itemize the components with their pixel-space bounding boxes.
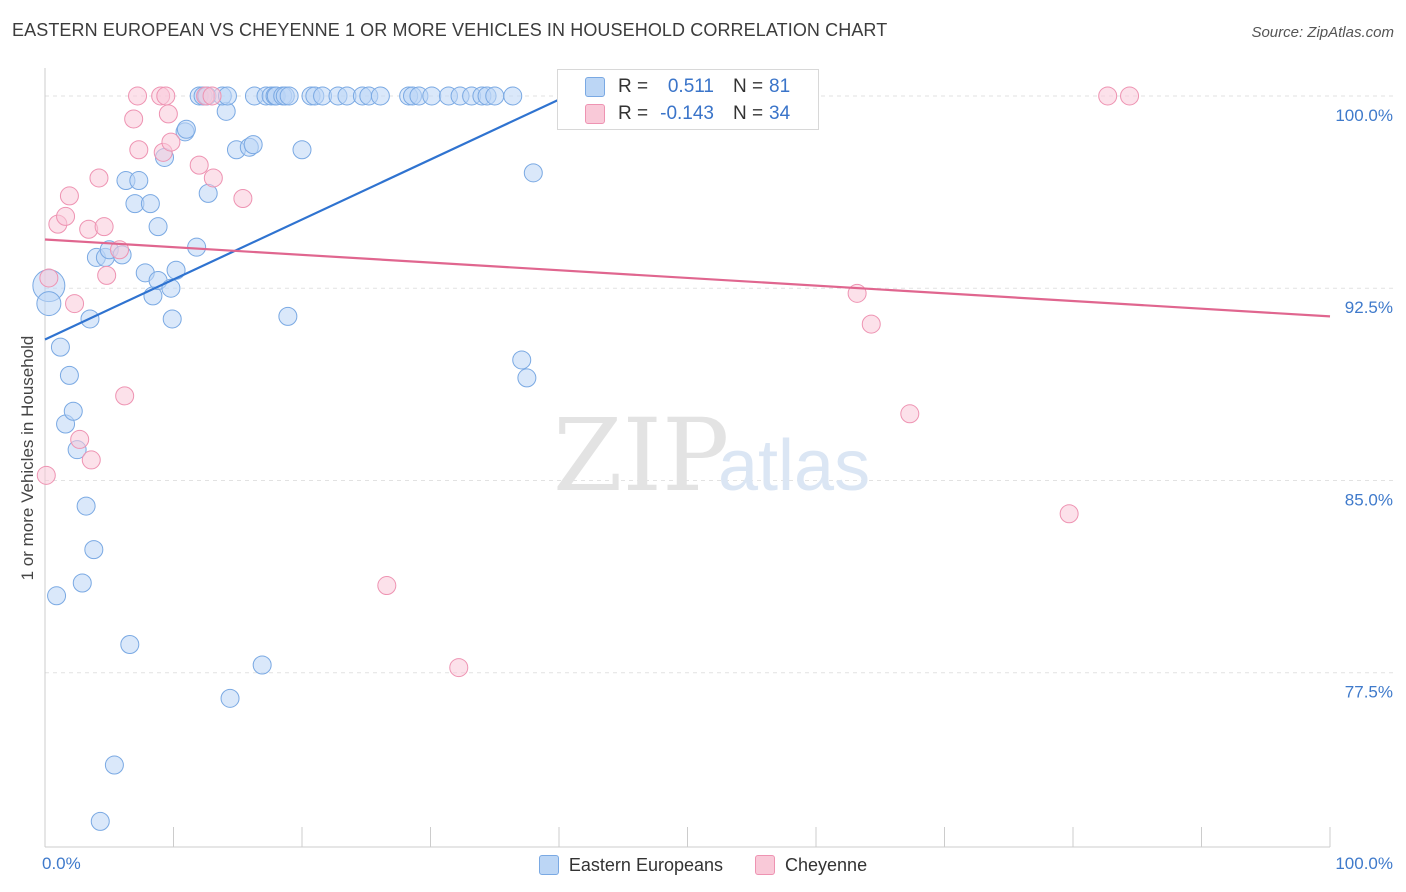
data-point xyxy=(94,217,114,237)
data-point xyxy=(900,404,920,424)
r-value: -0.143 xyxy=(660,103,714,124)
data-point xyxy=(512,350,532,370)
watermark-zip: ZIP xyxy=(553,397,729,514)
data-point xyxy=(279,86,299,106)
data-point xyxy=(65,294,85,314)
stat-row-eastern-europeans: R = 0.511 N = 81 xyxy=(558,74,820,100)
data-point xyxy=(70,429,90,449)
data-point xyxy=(97,265,117,285)
y-tick-label: 85.0% xyxy=(1345,490,1393,509)
data-point xyxy=(278,306,298,326)
stat-row-cheyenne: R = -0.143 N = 34 xyxy=(558,101,820,127)
grid-layer xyxy=(45,95,1394,674)
stat-swatch-blue xyxy=(585,77,605,97)
r-label: R = xyxy=(618,76,649,97)
data-point xyxy=(128,86,148,106)
legend-item-eastern-europeans[interactable]: Eastern Europeans xyxy=(538,854,724,876)
data-point xyxy=(176,119,196,139)
data-point xyxy=(36,465,56,485)
data-point xyxy=(189,155,209,175)
data-point xyxy=(50,337,70,357)
points-layer xyxy=(32,86,1140,831)
chart-title: EASTERN EUROPEAN VS CHEYENNE 1 OR MORE V… xyxy=(12,20,888,40)
data-point xyxy=(129,140,149,160)
data-point xyxy=(81,450,101,470)
trend-line-cheyenne xyxy=(44,238,1331,318)
data-point xyxy=(861,314,881,334)
correlation-stats-box: R = 0.511 N = 81 R = -0.143 N = 34 xyxy=(557,69,819,130)
legend-item-cheyenne[interactable]: Cheyenne xyxy=(755,855,867,876)
legend-label: Cheyenne xyxy=(785,854,868,875)
x-tick-label-min: 0.0% xyxy=(42,854,81,873)
x-tick-label-max: 100.0% xyxy=(1335,854,1393,873)
data-point xyxy=(485,86,505,106)
data-point xyxy=(233,188,253,208)
data-point xyxy=(124,109,144,129)
axis-layer xyxy=(44,68,1331,848)
data-point xyxy=(252,655,272,675)
data-point xyxy=(148,217,168,237)
data-point xyxy=(158,104,178,124)
chart-legend: Eastern Europeans Cheyenne xyxy=(0,851,1406,879)
y-tick-label: 92.5% xyxy=(1345,298,1393,317)
watermark-atlas: atlas xyxy=(718,426,870,506)
legend-label: Eastern Europeans xyxy=(568,854,724,875)
data-point xyxy=(59,365,79,385)
data-point xyxy=(90,811,110,831)
n-label: N = xyxy=(733,76,764,97)
stat-swatch-pink xyxy=(585,104,605,124)
legend-swatch-blue xyxy=(538,855,559,875)
data-point xyxy=(36,291,62,317)
r-value: 0.511 xyxy=(667,76,714,97)
data-point xyxy=(120,634,140,654)
data-point xyxy=(1098,86,1118,106)
data-point xyxy=(59,186,79,206)
data-point xyxy=(140,194,160,214)
data-point xyxy=(39,268,59,288)
data-point xyxy=(89,168,109,188)
data-point xyxy=(449,658,469,678)
trend-layer xyxy=(44,94,1331,341)
source-credit: Source: ZipAtlas.com xyxy=(1251,24,1394,41)
tick-label-layer: 100.0% 92.5% 85.0% 77.5% 0.0% 100.0% xyxy=(42,106,1393,873)
y-tick-label: 100.0% xyxy=(1335,106,1393,125)
data-point xyxy=(156,86,176,106)
data-point xyxy=(517,368,537,388)
data-point xyxy=(523,163,543,183)
r-label: R = xyxy=(618,103,649,124)
series-cheyenne xyxy=(36,86,1140,678)
y-axis-label: 1 or more Vehicles in Household xyxy=(18,335,37,581)
data-point xyxy=(104,755,124,775)
data-point xyxy=(56,206,76,226)
trend-line-eastern-europeans xyxy=(44,94,568,341)
data-point xyxy=(47,586,67,606)
data-point xyxy=(220,688,240,708)
data-point xyxy=(84,540,104,560)
data-point xyxy=(377,576,397,596)
data-point xyxy=(203,168,223,188)
data-point xyxy=(202,86,222,106)
data-point xyxy=(72,573,92,593)
data-point xyxy=(503,86,523,106)
data-point xyxy=(115,386,135,406)
n-label: N = xyxy=(733,103,764,124)
data-point xyxy=(63,401,83,421)
n-value: 34 xyxy=(769,103,791,124)
data-point xyxy=(292,140,312,160)
data-point xyxy=(1059,504,1079,524)
series-eastern-europeans xyxy=(32,86,775,831)
n-value: 81 xyxy=(769,76,791,97)
data-point xyxy=(129,171,149,191)
data-point xyxy=(1120,86,1140,106)
data-point xyxy=(76,496,96,516)
legend-swatch-pink xyxy=(755,855,776,875)
data-point xyxy=(162,309,182,329)
y-tick-label: 77.5% xyxy=(1345,683,1393,702)
data-point xyxy=(161,132,181,152)
watermark: ZIP atlas xyxy=(553,397,870,514)
data-point xyxy=(370,86,390,106)
data-point xyxy=(422,86,442,106)
data-point xyxy=(243,135,263,155)
